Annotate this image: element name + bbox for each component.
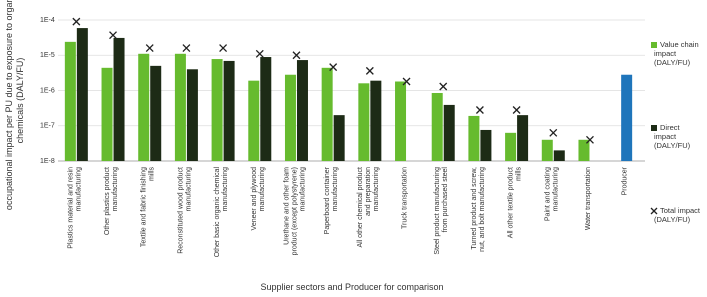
total-marker: [109, 31, 117, 40]
legend-label: Total impact (DALY/FU): [654, 206, 701, 224]
y-tick-label: 1E-7: [40, 123, 55, 130]
marker-stroke: [650, 207, 658, 215]
x-tick-label: Truck transportation: [402, 167, 409, 229]
x-tick-label: Producer: [622, 166, 629, 195]
x-tick-label: Turned product and screw,nut, and bolt m…: [471, 167, 486, 252]
bar: [578, 139, 590, 161]
bar: [248, 80, 260, 161]
bar: [101, 67, 113, 161]
marker-stroke: [255, 49, 264, 58]
total-marker: [329, 63, 338, 72]
x-tick-label: All other chemical productand preparatio…: [357, 167, 380, 248]
total-marker: [72, 17, 81, 26]
bar: [186, 69, 198, 161]
marker-stroke: [439, 82, 448, 91]
total-marker: [145, 44, 154, 53]
x-tick-label: Textile and fabric finishingmills: [141, 167, 156, 248]
x-tick-label: Paint and coatingmanufacturing: [544, 167, 559, 221]
legend-marker: [650, 207, 658, 215]
x-tick-label: All other textile productmills: [508, 167, 523, 239]
bar: [621, 74, 633, 161]
bar: [76, 28, 88, 161]
bar: [370, 80, 382, 161]
total-marker: [219, 44, 228, 53]
bar: [553, 150, 565, 161]
marker-stroke: [365, 66, 374, 75]
bar: [150, 65, 162, 161]
y-axis-title: occupational impact per PU due to exposu…: [4, 0, 14, 210]
marker-stroke: [512, 106, 521, 114]
bar: [468, 115, 480, 161]
total-marker: [365, 66, 374, 75]
bar: [431, 92, 443, 161]
bar: [284, 74, 296, 161]
bar: [443, 104, 455, 161]
marker-stroke: [219, 44, 228, 53]
marker-stroke: [402, 77, 411, 86]
marker-stroke: [329, 63, 338, 72]
marker-stroke: [182, 44, 191, 53]
bar: [505, 132, 517, 161]
x-tick-label: Veneer and plywoodmanufacturing: [251, 167, 266, 231]
x-tick-label: Other basic organic chemicalmanufacturin…: [214, 167, 229, 258]
bar: [138, 53, 150, 161]
marker-stroke: [145, 44, 154, 53]
marker-stroke: [72, 17, 81, 26]
bar: [321, 67, 333, 161]
x-tick-label: Urethane and other foamproduct (except p…: [283, 167, 306, 255]
legend-swatch: [651, 125, 657, 131]
x-tick-label: Water transportation: [585, 167, 592, 230]
total-marker: [512, 106, 521, 114]
marker-stroke: [109, 31, 117, 40]
total-marker: [549, 128, 558, 137]
bar: [296, 60, 308, 161]
bar: [260, 57, 272, 162]
x-tick-label: Reconstituted wood productmanufacturing: [177, 167, 192, 254]
y-tick-label: 1E-5: [40, 52, 55, 59]
bar: [64, 41, 76, 162]
bar: [480, 129, 492, 161]
x-tick-label: Steel product manufacturingfrom purchase…: [434, 167, 449, 255]
x-tick-label: Plastics material and resinmanufacturing: [67, 167, 82, 249]
bar: [211, 59, 223, 161]
total-marker: [586, 135, 594, 144]
bar: [541, 139, 553, 161]
legend-swatch: [651, 42, 657, 48]
total-marker: [402, 77, 411, 86]
x-tick-label: Other plastics productmanufacturing: [104, 167, 119, 235]
x-tick-label: Paperboard containermanufacturing: [324, 166, 339, 234]
total-marker: [439, 82, 448, 91]
legend-label: Value chain impact (DALY/FU): [654, 40, 699, 67]
marker-stroke: [586, 135, 594, 144]
legend-label: Direct impact (DALY/FU): [654, 123, 691, 150]
y-tick-label: 1E-8: [40, 158, 55, 165]
marker-stroke: [475, 106, 484, 114]
total-marker: [255, 49, 264, 58]
total-marker: [182, 44, 191, 53]
marker-stroke: [292, 51, 301, 60]
bar: [358, 83, 370, 161]
bar: [113, 37, 125, 161]
bar: [174, 53, 186, 161]
bar: [223, 60, 235, 161]
total-marker: [292, 51, 301, 60]
marker-stroke: [549, 128, 558, 137]
bar: [395, 81, 407, 161]
y-tick-label: 1E-4: [40, 17, 55, 24]
y-axis-title: chemicals (DALY/FU): [15, 58, 25, 144]
bar: [517, 115, 529, 161]
total-marker: [475, 106, 484, 114]
bar: [333, 115, 345, 161]
y-tick-label: 1E-6: [40, 87, 55, 94]
x-axis-title: Supplier sectors and Producer for compar…: [260, 282, 443, 292]
